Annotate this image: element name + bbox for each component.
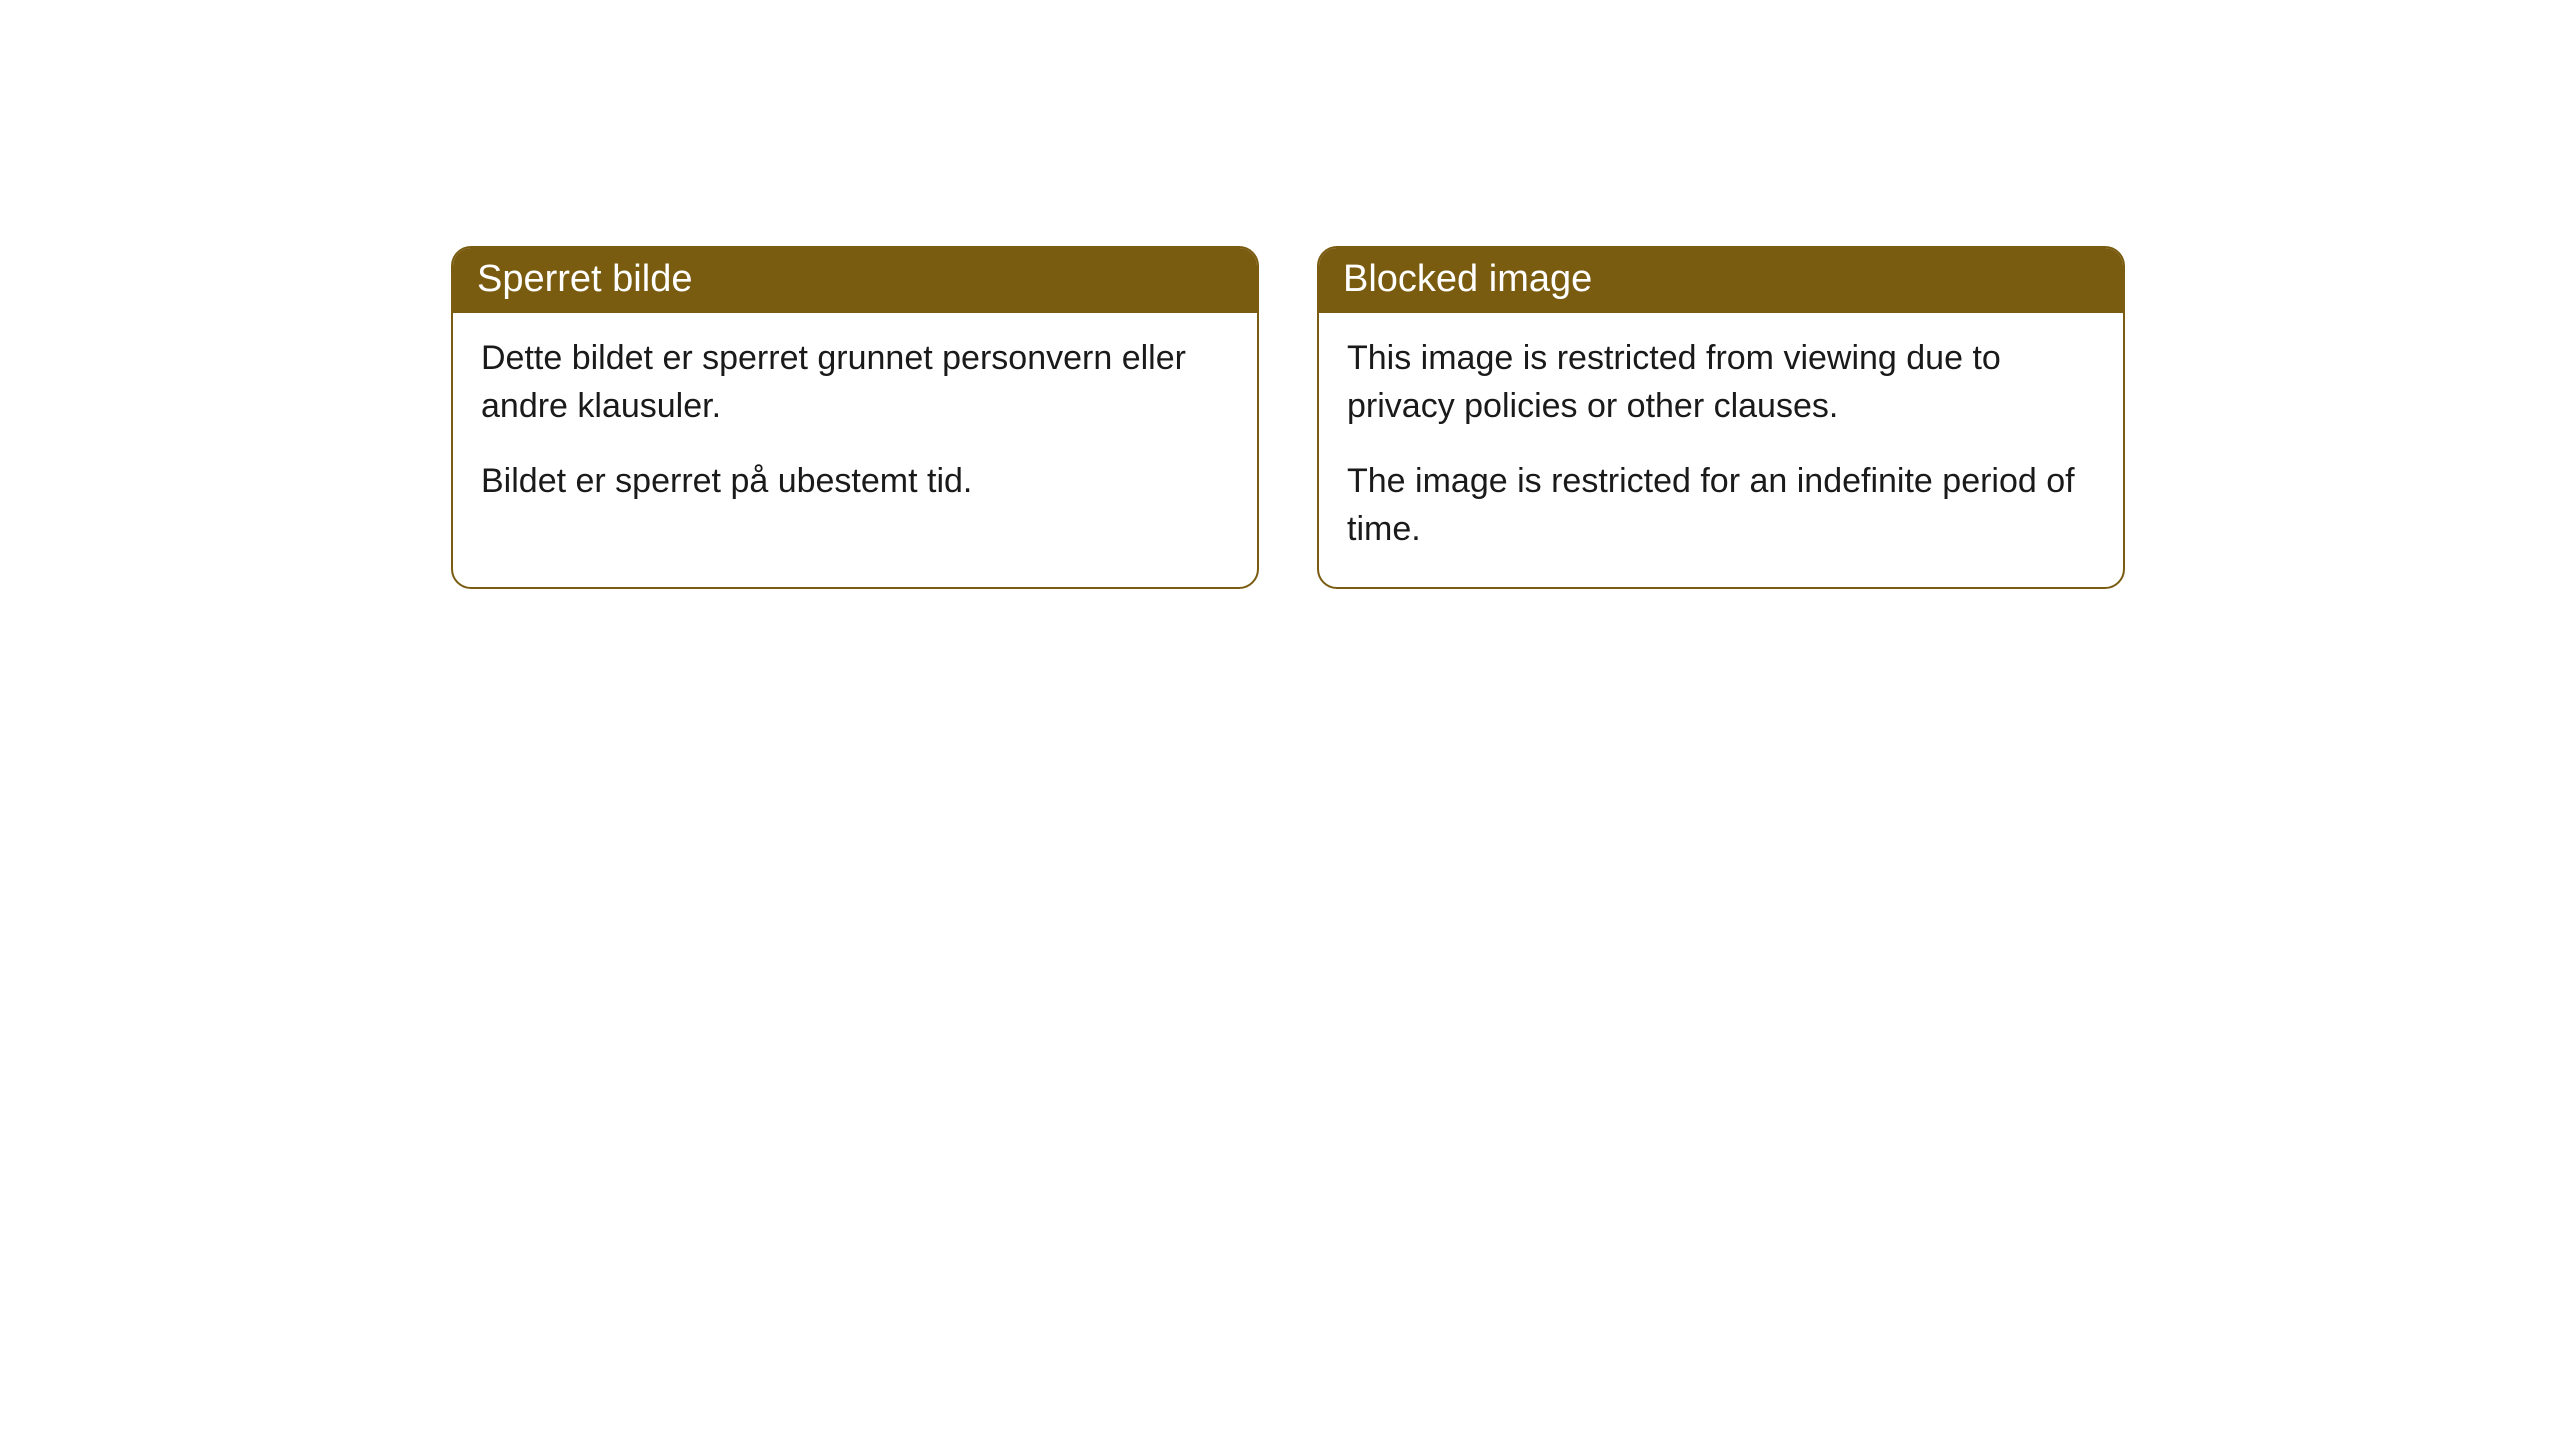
card-body: This image is restricted from viewing du… — [1319, 313, 2123, 587]
card-paragraph: This image is restricted from viewing du… — [1347, 335, 2095, 430]
blocked-image-card-english: Blocked image This image is restricted f… — [1317, 246, 2125, 589]
card-paragraph: Dette bildet er sperret grunnet personve… — [481, 335, 1229, 430]
card-title: Sperret bilde — [453, 248, 1257, 313]
notice-cards-container: Sperret bilde Dette bildet er sperret gr… — [451, 246, 2125, 589]
card-paragraph: Bildet er sperret på ubestemt tid. — [481, 458, 1229, 506]
card-title: Blocked image — [1319, 248, 2123, 313]
card-paragraph: The image is restricted for an indefinit… — [1347, 458, 2095, 553]
card-body: Dette bildet er sperret grunnet personve… — [453, 313, 1257, 540]
blocked-image-card-norwegian: Sperret bilde Dette bildet er sperret gr… — [451, 246, 1259, 589]
